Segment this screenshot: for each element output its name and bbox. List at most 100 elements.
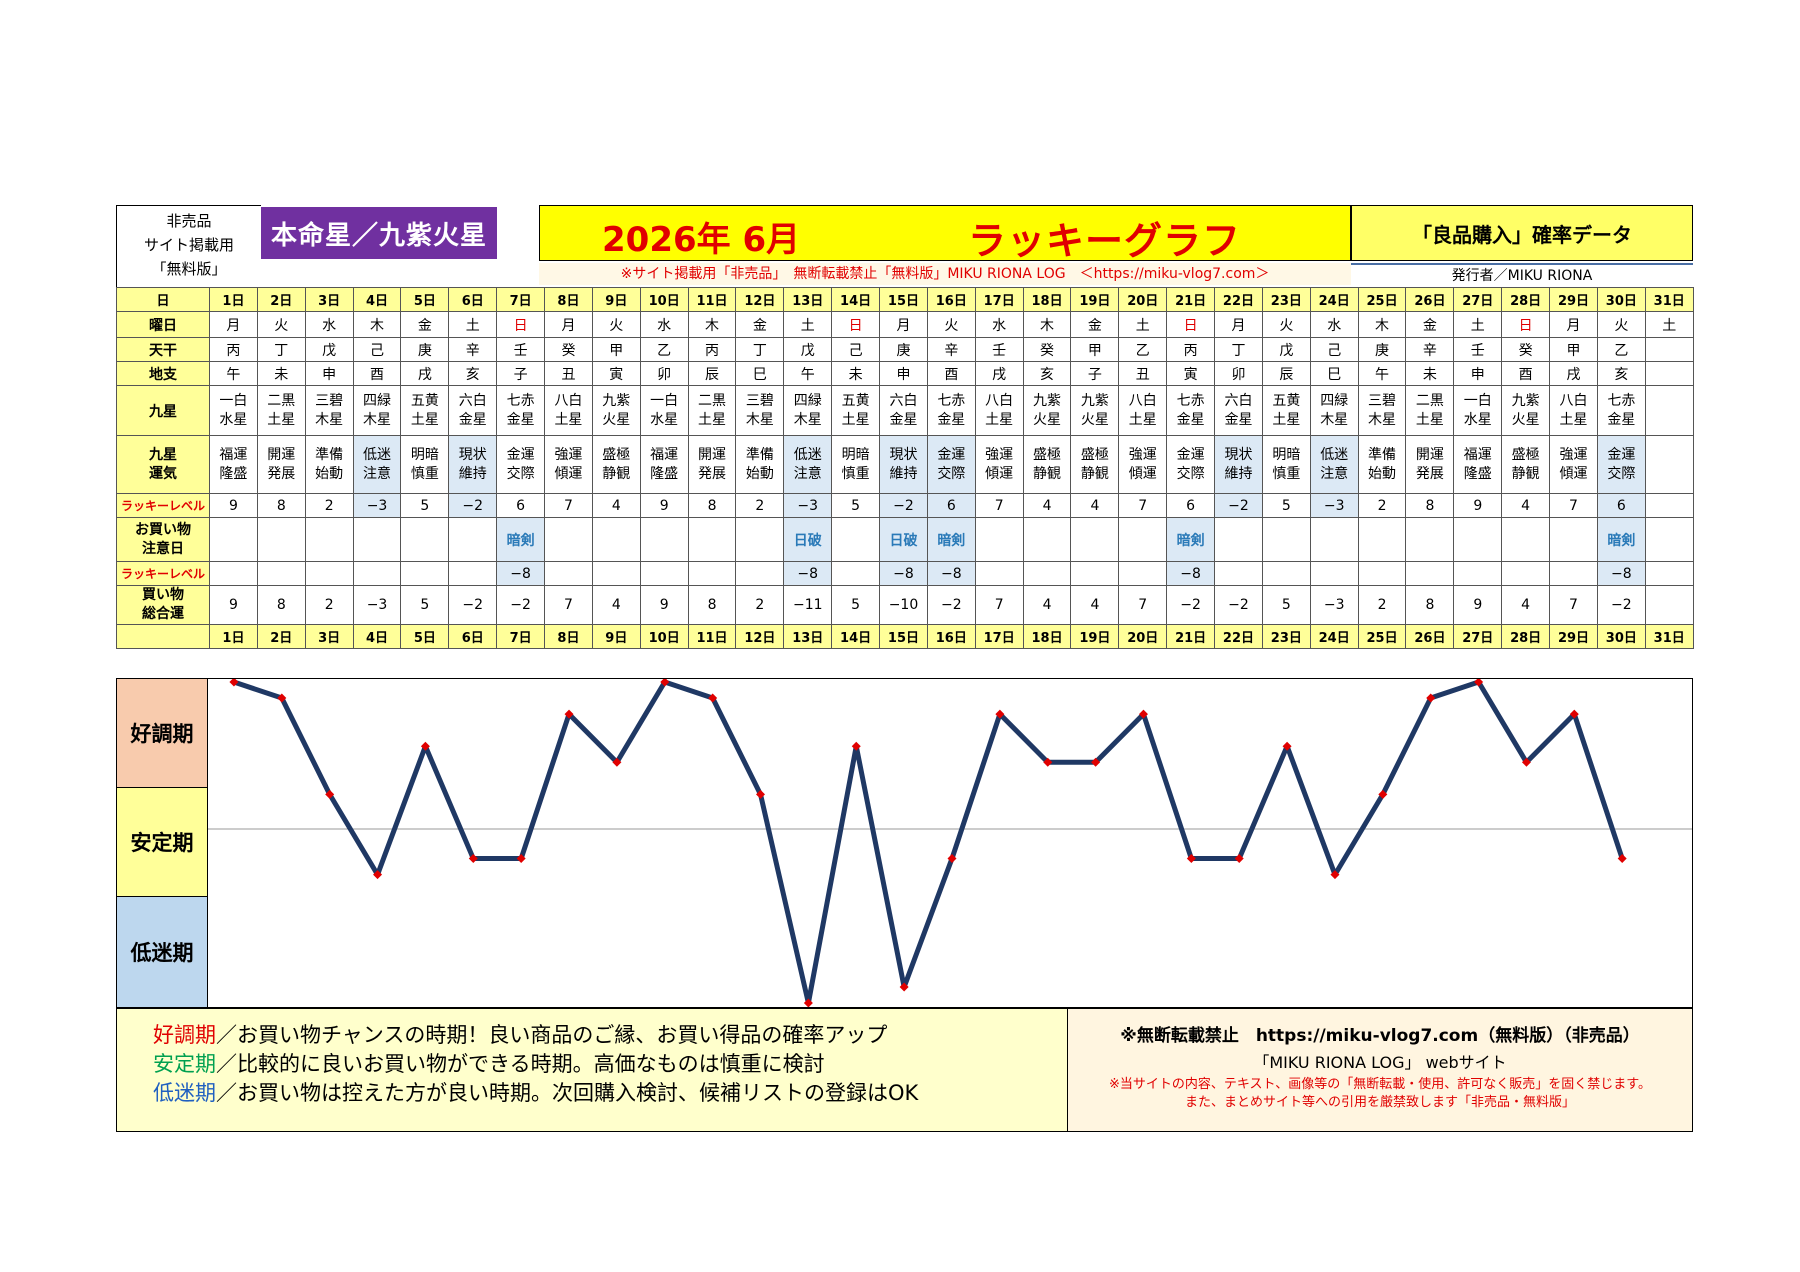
unki-cell: 福運 隆盛 (639, 435, 689, 494)
row-total: 買い物 総合運 9 8 2 −3 5 −2 −2 7 4 9 8 2 −11 5 −10 −2 7 4 4 7 −2 −2 5−… (116, 585, 1694, 625)
lucky-level-cell: 4 (1070, 493, 1120, 518)
total-cell: 8 (256, 585, 306, 625)
lucky-level-cell: 8 (256, 493, 306, 518)
kyusei-cell: 六白 金星 (879, 385, 928, 436)
cell-line-1: 七赤 (937, 392, 966, 409)
tenkan-cell: 己 (352, 337, 402, 362)
caution-cell (1501, 517, 1551, 562)
day-cell: 24日 (1309, 287, 1359, 312)
lucky-level2-cell (1214, 561, 1263, 586)
day-cell: 17日 (974, 287, 1024, 312)
total-cell: −2 (448, 585, 498, 625)
footer-line-2: 「MIKU RIONA LOG」 webサイト (1253, 1053, 1507, 1072)
legend-low-key: 低迷期 (153, 1081, 216, 1105)
cell-line-2: 木星 (315, 411, 344, 428)
data-point-day-8 (564, 709, 574, 719)
cell-line-1: 低迷 (1320, 446, 1349, 463)
total-cell: 8 (687, 585, 737, 625)
lucky-level-cell: −3 (1309, 493, 1359, 518)
legend-stable-key: 安定期 (153, 1052, 216, 1076)
tenkan-cell: 丙 (1166, 337, 1216, 362)
weekday-cell: 水 (639, 311, 689, 338)
unki-cell: 準備 始動 (735, 435, 785, 494)
day-cell: 18日 (1022, 287, 1072, 312)
cell-line-1: 三碧 (1368, 392, 1397, 409)
lucky-level2-cell (1501, 561, 1551, 586)
caution-cell (831, 517, 881, 562)
day-cell: 16日 (926, 287, 976, 312)
chishi-cell: 未 (831, 361, 881, 386)
unki-cell: 盛極 静観 (591, 435, 641, 494)
day-cell: 4日 (352, 624, 402, 649)
cell-line-1: 盛極 (1511, 446, 1540, 463)
weekday-cell: 金 (400, 311, 450, 338)
cell-line-2: 土星 (1415, 411, 1444, 428)
unki-cell (1644, 435, 1694, 494)
row-label-lucky: ラッキーレベル (116, 493, 210, 518)
lucky-level-cell: −3 (352, 493, 402, 518)
day-cell: 17日 (974, 624, 1024, 649)
lucky-level2-cell (1261, 561, 1311, 586)
chishi-cell (1644, 361, 1694, 386)
cell-line-1: 盛極 (602, 446, 631, 463)
weekday-cell: 木 (352, 311, 402, 338)
lucky-level-cell: 8 (1405, 493, 1455, 518)
unki-cell: 盛極 静観 (1501, 435, 1551, 494)
weekday-cell: 木 (1357, 311, 1407, 338)
total-cell: 9 (1453, 585, 1503, 625)
data-point-day-7 (516, 854, 526, 864)
kyusei-cell: 八白 土星 (974, 385, 1024, 436)
cell-line-2: 静観 (1080, 465, 1109, 482)
weekday-cell: 金 (735, 311, 785, 338)
cell-line-2: 土星 (1128, 411, 1157, 428)
cell-line-2: 土星 (1559, 411, 1588, 428)
tenkan-cell: 甲 (1549, 337, 1598, 362)
cell-line-2: 金星 (889, 411, 918, 428)
chishi-cell: 午 (209, 361, 258, 386)
row-label-tenkan: 天干 (116, 337, 210, 362)
lucky-level2-cell (448, 561, 498, 586)
day-cell: 20日 (1118, 624, 1168, 649)
cell-line-1: 盛極 (1080, 446, 1109, 463)
cell-line-2: 土星 (985, 411, 1014, 428)
data-point-day-11 (708, 693, 718, 703)
cell-line-2: 火星 (602, 411, 631, 428)
tenkan-cell: 癸 (1022, 337, 1072, 362)
lucky-level-cell: 2 (1357, 493, 1407, 518)
tenkan-cell: 癸 (544, 337, 593, 362)
day-cell: 16日 (926, 624, 976, 649)
weekday-cell: 土 (1453, 311, 1503, 338)
cell-line-2: 交際 (937, 465, 966, 482)
honmei-star-title: 本命星／九紫火星 (261, 207, 497, 259)
unki-cell: 明暗 慎重 (400, 435, 450, 494)
chishi-cell: 丑 (1118, 361, 1168, 386)
lucky-level2-cell (256, 561, 306, 586)
kyusei-cell: 七赤 金星 (1166, 385, 1216, 436)
chishi-cell: 未 (1405, 361, 1455, 386)
lucky-level2-cell (831, 561, 881, 586)
cell-line-2: 火星 (1080, 411, 1109, 428)
day-cell: 8日 (544, 287, 593, 312)
weekday-cell: 日 (831, 311, 881, 338)
lucky-level2-cell (1309, 561, 1359, 586)
kyusei-cell: 九紫 火星 (1070, 385, 1120, 436)
kyusei-cell: 四緑 木星 (1309, 385, 1359, 436)
lucky-level2-cell (1357, 561, 1407, 586)
lucky-level2-cell (687, 561, 737, 586)
weekday-cell: 水 (974, 311, 1024, 338)
row-label-kyusei: 九星 (116, 385, 210, 436)
cell-line-1: 五黄 (841, 392, 870, 409)
weekday-cell: 月 (1214, 311, 1263, 338)
chishi-cell: 寅 (591, 361, 641, 386)
cell-line-1: 金運 (506, 446, 535, 463)
cell-line-2: 木星 (745, 411, 774, 428)
day-cell: 29日 (1549, 287, 1598, 312)
day-cell: 26日 (1405, 287, 1455, 312)
lucky-level2-cell (400, 561, 450, 586)
unki-cell: 準備 始動 (304, 435, 354, 494)
row-chishi: 地支午未申酉戌亥子丑寅卯辰巳午未申酉戌亥子丑寅卯辰巳午未申酉戌亥 (116, 361, 1694, 386)
row-day-top: 日 1日 2日 3日 4日 5日 6日 7日 8日 9日 10日 11日 12日 13日 14日 15日 16日… (116, 287, 1694, 312)
data-point-day-1 (229, 679, 239, 687)
lucky-level2-cell (974, 561, 1024, 586)
cell-line-1: 開運 (698, 446, 727, 463)
